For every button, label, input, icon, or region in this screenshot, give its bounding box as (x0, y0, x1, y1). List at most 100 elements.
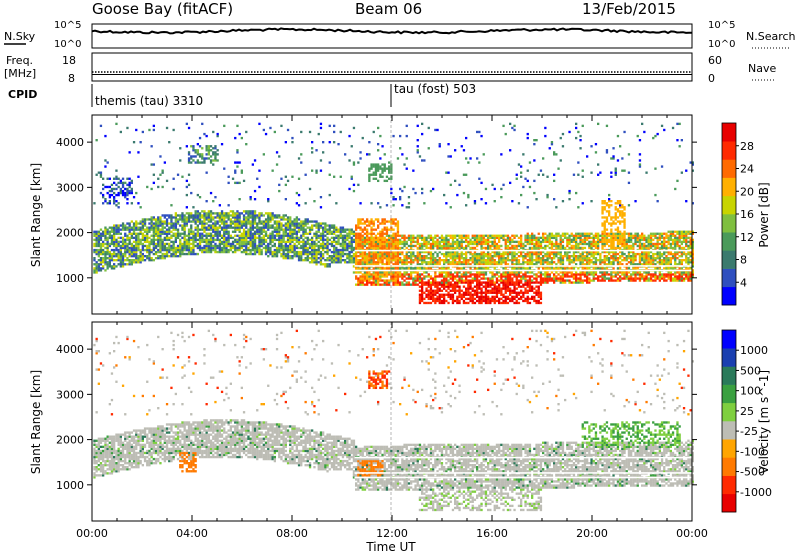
heatmap-cell (170, 240, 173, 244)
heatmap-cell (399, 238, 402, 242)
heatmap-cell (104, 250, 107, 254)
heatmap-cell (150, 234, 153, 237)
heatmap-cell (240, 171, 243, 174)
heatmap-cell (121, 263, 125, 266)
heatmap-cell (445, 240, 448, 244)
heatmap-cell (165, 230, 169, 233)
heatmap-cell (357, 238, 360, 242)
heatmap-cell (130, 232, 133, 235)
heatmap-cell (106, 202, 109, 205)
heatmap-cell (236, 161, 239, 164)
heatmap-cell (113, 181, 116, 185)
heatmap-cell (104, 269, 107, 272)
heatmap-cell (451, 246, 455, 250)
heatmap-cell (256, 224, 259, 227)
heatmap-cell (271, 250, 274, 254)
heatmap-cell (515, 259, 518, 262)
heatmap-cell (192, 149, 195, 152)
heatmap-cell (383, 273, 386, 276)
heatmap-cell (458, 289, 461, 292)
heatmap-cell (315, 248, 318, 252)
heatmap-cell (273, 230, 276, 233)
heatmap-cell (271, 169, 274, 172)
heatmap-cell (465, 250, 468, 254)
heatmap-cell (308, 220, 312, 223)
heatmap-cell (412, 283, 415, 286)
heatmap-cell (539, 257, 543, 260)
heatmap-cell (337, 242, 340, 246)
heatmap-cell (524, 234, 527, 237)
heatmap-cell (394, 222, 397, 225)
heatmap-cell (517, 273, 521, 276)
heatmap-cell (539, 271, 543, 274)
heatmap-cell (137, 240, 140, 244)
heatmap-cell (379, 255, 382, 258)
heatmap-cell (509, 283, 512, 286)
heatmap-cell (249, 232, 252, 235)
heatmap-cell (482, 257, 485, 260)
heatmap-cell (416, 259, 419, 262)
heatmap-cell (418, 244, 422, 248)
heatmap-cell (436, 299, 439, 303)
heatmap-cell (462, 263, 466, 266)
heatmap-cell (339, 255, 342, 258)
heatmap-cell (150, 218, 153, 221)
heatmap-cell (467, 196, 470, 199)
heatmap-cell (223, 167, 226, 170)
heatmap-cell (526, 279, 529, 282)
heatmap-cell (520, 295, 523, 299)
heatmap-cell (139, 206, 142, 209)
heatmap-cell (168, 214, 171, 217)
heatmap-cell (440, 271, 444, 274)
heatmap-cell (504, 234, 507, 237)
heatmap-cell (137, 246, 140, 250)
heatmap-cell (478, 242, 481, 246)
heatmap-cell (289, 242, 292, 246)
heatmap-cell (225, 250, 228, 254)
heatmap-cell (150, 228, 153, 231)
heatmap-cell (489, 297, 492, 301)
heatmap-cell (115, 122, 118, 126)
heatmap-cell (561, 273, 565, 276)
heatmap-cell (234, 250, 237, 254)
heatmap-cell (201, 234, 204, 237)
heatmap-cell (350, 175, 353, 178)
heatmap-cell (447, 250, 450, 254)
heatmap-cell (418, 285, 422, 288)
heatmap-cell (253, 250, 257, 254)
heatmap-cell (113, 200, 116, 203)
heatmap-cell (425, 281, 428, 284)
heatmap-cell (216, 246, 219, 250)
heatmap-cell (491, 283, 494, 286)
heatmap-cell (148, 244, 151, 248)
heatmap-cell (317, 228, 320, 231)
heatmap-cell (407, 257, 411, 260)
heatmap-cell (361, 283, 364, 286)
heatmap-cell (269, 236, 272, 240)
heatmap-cell (282, 250, 285, 254)
heatmap-cell (443, 271, 446, 274)
heatmap-cell (418, 299, 422, 303)
heatmap-cell (445, 261, 448, 264)
heatmap-cell (132, 261, 136, 264)
heatmap-cell (113, 240, 116, 244)
heatmap-cell (363, 283, 367, 286)
heatmap-cell (192, 214, 195, 217)
heatmap-cell (405, 277, 408, 280)
heatmap-cell (469, 293, 472, 296)
heatmap-cell (121, 265, 125, 268)
heatmap-cell (383, 250, 386, 254)
heatmap-cell (456, 297, 459, 301)
heatmap-cell (231, 216, 235, 219)
heatmap-cell (260, 220, 263, 223)
heatmap-cell (269, 234, 272, 237)
heatmap-cell (482, 295, 485, 299)
heatmap-cell (212, 244, 215, 248)
heatmap-cell (251, 220, 254, 223)
heatmap-cell (315, 244, 318, 248)
heatmap-cell (130, 252, 133, 256)
heatmap-cell (172, 226, 175, 229)
heatmap-cell (117, 191, 120, 195)
heatmap-cell (104, 242, 107, 246)
heatmap-cell (385, 271, 389, 274)
